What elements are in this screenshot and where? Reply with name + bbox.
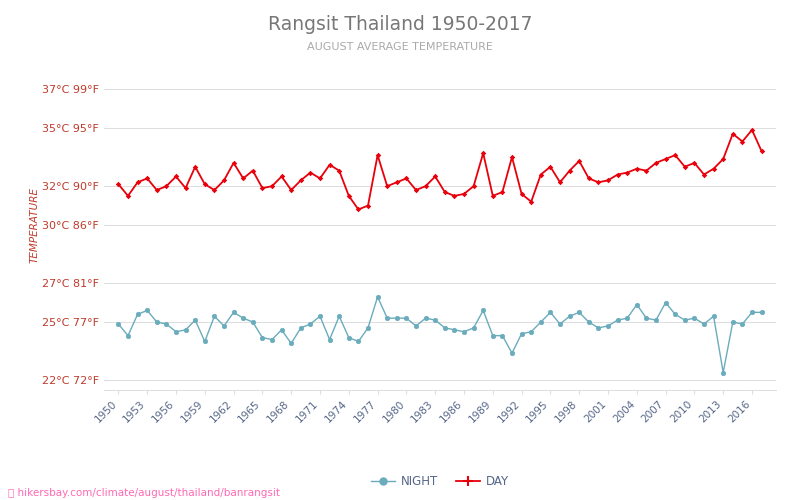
- Legend: NIGHT, DAY: NIGHT, DAY: [366, 470, 514, 493]
- Text: AUGUST AVERAGE TEMPERATURE: AUGUST AVERAGE TEMPERATURE: [307, 42, 493, 52]
- Text: Rangsit Thailand 1950-2017: Rangsit Thailand 1950-2017: [268, 15, 532, 34]
- Text: 📍 hikersbay.com/climate/august/thailand/banrangsit: 📍 hikersbay.com/climate/august/thailand/…: [8, 488, 280, 498]
- Y-axis label: TEMPERATURE: TEMPERATURE: [30, 187, 39, 263]
